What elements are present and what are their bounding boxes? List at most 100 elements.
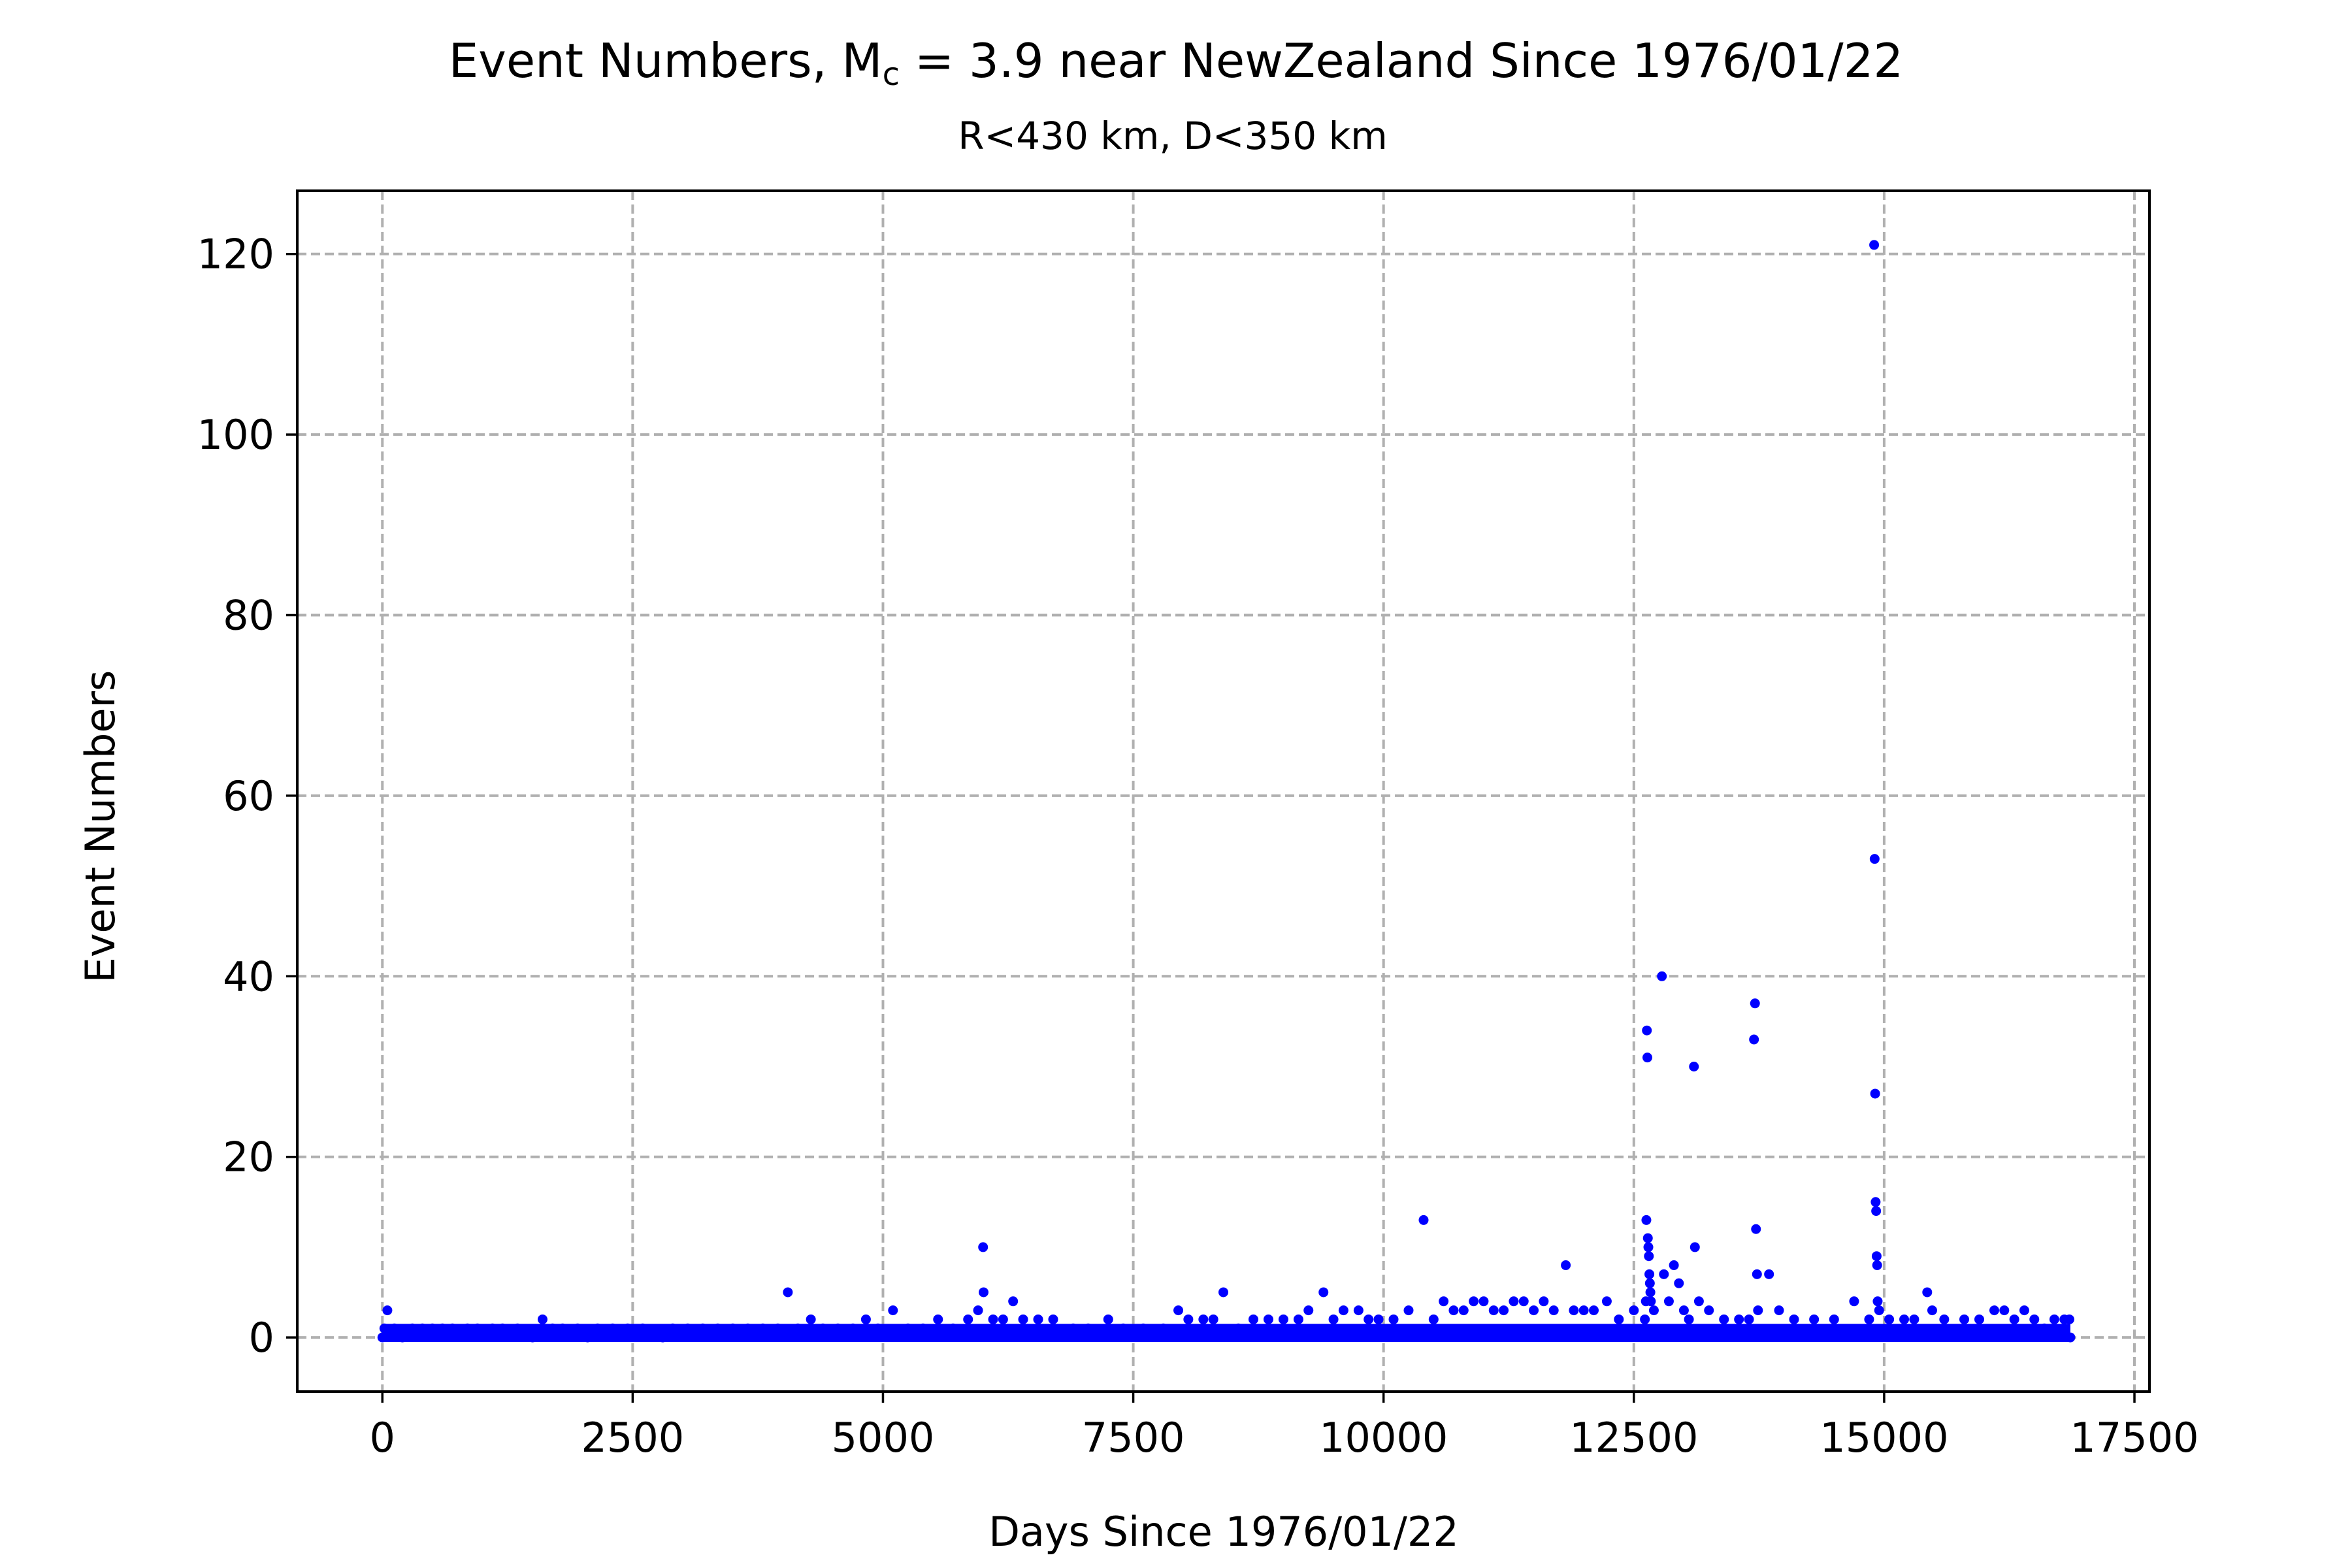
data-point (1871, 1251, 1882, 1262)
data-point (1684, 1314, 1694, 1324)
axis-ticks: 0 2500 5000 7500 10000 12500 15000 17500 0 20 40 60… (197, 231, 2199, 1462)
data-point (1869, 240, 1880, 250)
data-point (1642, 1233, 1653, 1243)
data-point (1872, 1260, 1882, 1271)
plot-frame (296, 189, 2151, 1393)
data-point (973, 1305, 983, 1316)
data-point (1418, 1215, 1429, 1225)
data-point (1734, 1314, 1744, 1324)
data-point (1939, 1314, 1950, 1324)
data-point (2049, 1314, 2059, 1324)
y-axis-label: Event Numbers (76, 670, 124, 983)
data-point (758, 1323, 768, 1333)
data-point (1751, 1224, 1761, 1234)
data-point (487, 1323, 498, 1333)
data-point (1509, 1296, 1519, 1307)
data-point (1403, 1305, 1414, 1316)
y-tick-label: 40 (223, 953, 274, 1000)
x-tick-label: 10000 (1319, 1414, 1448, 1462)
data-point (2029, 1314, 2040, 1324)
data-point (427, 1323, 438, 1333)
data-point (1870, 1088, 1880, 1099)
data-point (407, 1323, 417, 1333)
data-point (1644, 1278, 1655, 1288)
data-point (1849, 1296, 1859, 1307)
data-point (888, 1305, 898, 1316)
data-point (1693, 1296, 1704, 1307)
data-point (1789, 1314, 1799, 1324)
data-point (903, 1323, 913, 1333)
data-point (1663, 1296, 1674, 1307)
data-point (1478, 1296, 1489, 1307)
data-point (1448, 1305, 1459, 1316)
y-tick-label: 100 (197, 411, 274, 459)
data-point (1864, 1314, 1874, 1324)
data-point (1999, 1305, 2010, 1316)
y-tick-label: 0 (249, 1314, 274, 1362)
data-point (1263, 1314, 1273, 1324)
data-point (1642, 1053, 1652, 1063)
data-point (512, 1323, 523, 1333)
data-point (1674, 1278, 1684, 1288)
data-point (1909, 1314, 1919, 1324)
data-point (1173, 1305, 1184, 1316)
data-point (1614, 1314, 1624, 1324)
data-point (1644, 1269, 1655, 1279)
data-point (848, 1323, 858, 1333)
data-point (1518, 1296, 1529, 1307)
data-point (1458, 1305, 1469, 1316)
data-point (792, 1323, 803, 1333)
chart-title: Event Numbers, Mc = 3.9 near NewZealand … (449, 33, 1903, 93)
x-tick-label: 15000 (1820, 1414, 1948, 1462)
y-tick-label: 20 (223, 1134, 274, 1181)
data-point (1642, 1025, 1652, 1036)
data-point (1198, 1314, 1209, 1324)
data-point (1338, 1305, 1348, 1316)
data-point (1641, 1215, 1652, 1225)
data-point (1870, 1197, 1881, 1207)
y-tick-label: 60 (223, 772, 274, 820)
data-point (593, 1323, 603, 1333)
data-point (1469, 1296, 1479, 1307)
y-tick-label: 120 (197, 231, 274, 278)
data-point (933, 1314, 943, 1324)
data-point (1208, 1314, 1218, 1324)
data-point (623, 1323, 633, 1333)
data-point (1364, 1314, 1374, 1324)
data-point (377, 1332, 387, 1343)
data-point (806, 1314, 816, 1324)
data-point (1578, 1305, 1589, 1316)
data-point (389, 1323, 400, 1333)
data-point (1561, 1260, 1571, 1271)
x-tick-label: 5000 (832, 1414, 935, 1462)
data-point (1640, 1314, 1650, 1324)
data-point (397, 1332, 408, 1343)
chart-title-suffix: = 3.9 near NewZealand Since 1976/01/22 (900, 33, 1903, 88)
data-point (2064, 1314, 2074, 1324)
data-point (1218, 1287, 1228, 1298)
x-tick-label: 2500 (581, 1414, 684, 1462)
data-point (1248, 1314, 1258, 1324)
data-point (2065, 1332, 2076, 1343)
data-point (1872, 1296, 1883, 1307)
data-point (1752, 1269, 1762, 1279)
data-point (1648, 1305, 1659, 1316)
data-point (773, 1323, 783, 1333)
data-point (860, 1314, 871, 1324)
data-point (1601, 1296, 1612, 1307)
data-point (1158, 1323, 1169, 1333)
data-point (2039, 1323, 2050, 1333)
data-point (1083, 1323, 1094, 1333)
data-point (873, 1323, 883, 1333)
data-point (1439, 1296, 1449, 1307)
data-point (1871, 1206, 1882, 1217)
data-point (1539, 1296, 1549, 1307)
data-point (1103, 1314, 1113, 1324)
data-point (1644, 1251, 1654, 1262)
data-point (448, 1323, 458, 1333)
data-point (1499, 1305, 1509, 1316)
data-point (1183, 1314, 1194, 1324)
data-point (1927, 1305, 1937, 1316)
data-point (1922, 1287, 1933, 1298)
data-point (998, 1314, 1008, 1324)
